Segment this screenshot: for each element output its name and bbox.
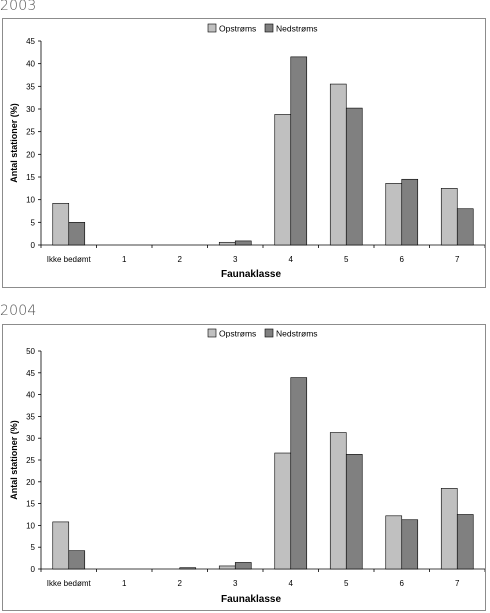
year-label-2003: 2003	[0, 0, 37, 14]
bar-nedstroms	[401, 519, 419, 570]
y-tick-label: 20	[26, 150, 35, 159]
y-axis-title: Antal stationer (%)	[9, 103, 19, 183]
legend-label: Opstrøms	[219, 329, 256, 339]
legend-label: Nedstrøms	[276, 329, 318, 339]
x-tick-label: 5	[344, 579, 349, 588]
bar-opstroms	[329, 432, 347, 570]
y-tick-label: 30	[26, 105, 35, 114]
y-axis-title: Antal stationer (%)	[9, 420, 19, 500]
x-tick-label: 2	[178, 255, 183, 264]
y-tick-label: 50	[26, 347, 35, 356]
x-tick-label: 7	[455, 579, 460, 588]
y-tick-label: 35	[26, 82, 35, 91]
chart-2003-svg: Opstrøms Nedstrøms051015202530354045Ikke …	[9, 23, 485, 280]
y-tick-label: 5	[31, 218, 36, 227]
y-tick-label: 0	[31, 565, 36, 574]
x-tick-label: 1	[122, 255, 127, 264]
x-tick-label: Ikke bedømt	[47, 579, 92, 588]
chart-2003: Opstrøms Nedstrøms 0 5 10 15 20 25 30 35 40 45 Ikke …	[2, 18, 486, 288]
y-tick-label: 25	[26, 456, 35, 465]
x-axis-title: Faunaklasse	[221, 594, 281, 605]
legend-2003: Opstrøms Nedstrøms	[207, 23, 318, 34]
bar-opstroms	[274, 452, 292, 570]
chart-2004: Opstrøms Nedstrøms 0 5 10 15 20 25 30 35 40 45 50 Ikk…	[2, 324, 486, 611]
bar-opstroms	[218, 565, 236, 570]
bar-opstroms	[440, 488, 458, 570]
x-tick-label: 6	[400, 579, 405, 588]
x-tick-label: 5	[344, 255, 349, 264]
bar-opstroms	[274, 114, 292, 246]
x-axis-title: Faunaklasse	[221, 269, 281, 280]
y-tick-label: 25	[26, 128, 35, 137]
y-tick-label: 10	[26, 196, 35, 205]
y-tick-label: 20	[26, 478, 35, 487]
legend-label: Nedstrøms	[276, 24, 318, 34]
chart-2004-svg: Opstrøms Nedstrøms05101520253035404550Ikk…	[9, 328, 485, 605]
bar-opstroms	[329, 83, 347, 246]
bar-nedstroms	[68, 550, 86, 570]
bar-opstroms	[52, 202, 70, 246]
y-tick-label: 45	[26, 37, 35, 46]
bar-opstroms	[52, 521, 70, 570]
year-label-2004: 2004	[0, 303, 37, 319]
x-tick-label: 4	[289, 255, 294, 264]
bar-opstroms	[385, 183, 403, 246]
y-tick-label: 40	[26, 60, 35, 69]
bar-nedstroms	[68, 222, 86, 246]
x-tick-label: 3	[233, 579, 238, 588]
bar-nedstroms	[290, 56, 308, 246]
x-tick-label: 1	[122, 579, 127, 588]
y-tick-label: 15	[26, 500, 35, 509]
legend-swatch	[207, 328, 217, 338]
y-tick-label: 40	[26, 391, 35, 400]
y-tick-label: 15	[26, 173, 35, 182]
y-tick-label: 45	[26, 369, 35, 378]
legend-swatch	[264, 328, 274, 338]
bar-nedstroms	[456, 208, 474, 246]
x-tick-label: 6	[400, 255, 405, 264]
bar-nedstroms	[290, 377, 308, 570]
bar-nedstroms	[179, 567, 197, 570]
bar-nedstroms	[456, 514, 474, 570]
bar-nedstroms	[401, 178, 419, 246]
x-tick-label: 4	[289, 579, 294, 588]
legend-label: Opstrøms	[219, 24, 256, 34]
bar-nedstroms	[345, 107, 363, 246]
bar-nedstroms	[234, 562, 252, 570]
bar-opstroms	[440, 188, 458, 246]
legend-2004: Opstrøms Nedstrøms	[207, 328, 318, 339]
x-tick-label: 2	[178, 579, 183, 588]
y-tick-label: 30	[26, 434, 35, 443]
bar-nedstroms	[234, 240, 252, 246]
x-tick-label: 7	[455, 255, 460, 264]
legend-swatch	[264, 23, 274, 33]
legend-swatch	[207, 23, 217, 33]
y-tick-label: 0	[31, 241, 36, 250]
y-tick-label: 5	[31, 543, 36, 552]
y-tick-label: 35	[26, 412, 35, 421]
bar-opstroms	[385, 515, 403, 570]
bar-nedstroms	[345, 454, 363, 570]
x-tick-label: Ikke bedømt	[47, 255, 92, 264]
x-tick-label: 3	[233, 255, 238, 264]
y-tick-label: 10	[26, 521, 35, 530]
bar-opstroms	[218, 241, 236, 246]
